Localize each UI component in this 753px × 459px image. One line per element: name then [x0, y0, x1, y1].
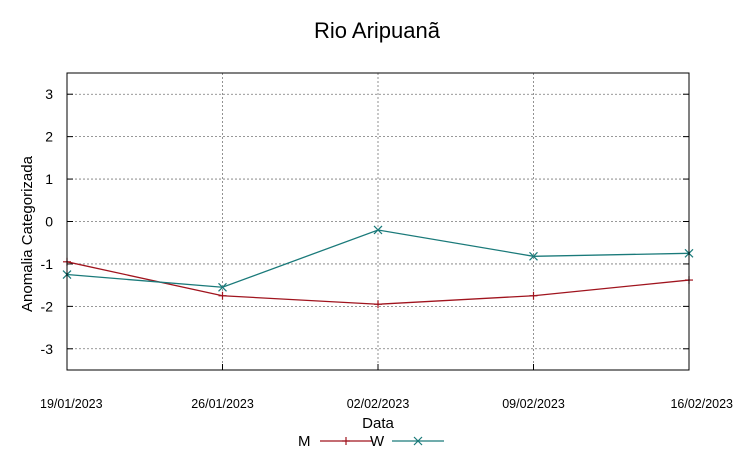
- legend-label: W: [370, 433, 385, 450]
- legend-entry-W: W: [370, 433, 444, 450]
- y-axis-label: Anomalia Categorizada: [19, 155, 36, 312]
- plot-frame: [66, 72, 690, 371]
- y-tick-label: 1: [45, 171, 53, 187]
- data-point-marker: [218, 282, 227, 292]
- chart-title: Rio Aripuanã: [314, 18, 441, 43]
- x-axis-label: Data: [362, 415, 394, 432]
- series-W: [62, 225, 694, 292]
- y-tick-label: -1: [41, 256, 54, 272]
- x-tick-label: 02/02/2023: [347, 397, 410, 411]
- legend-entry-M: M: [298, 433, 372, 450]
- data-point-marker: [529, 251, 538, 261]
- x-tick-labels: 19/01/2023 26/01/2023 02/02/2023 09/02/2023…: [40, 397, 733, 411]
- x-tick-label: 26/01/2023: [191, 397, 254, 411]
- y-tick-label: -2: [41, 298, 54, 314]
- grid-lines: [66, 73, 690, 370]
- x-tick-label: 19/01/2023: [40, 397, 103, 411]
- data-point-marker: [373, 225, 383, 235]
- y-tick-label: 3: [45, 86, 53, 102]
- x-tick-label: 16/02/2023: [670, 397, 733, 411]
- legend-label: M: [298, 433, 311, 450]
- data-point-marker: [413, 436, 423, 446]
- x-tick-label: 09/02/2023: [502, 397, 565, 411]
- y-tick-labels: 3 2 1 0 -1 -2 -3: [41, 86, 54, 357]
- y-tick-label: 0: [45, 214, 53, 230]
- y-tick-label: -3: [41, 341, 54, 357]
- y-tick-label: 2: [45, 129, 53, 145]
